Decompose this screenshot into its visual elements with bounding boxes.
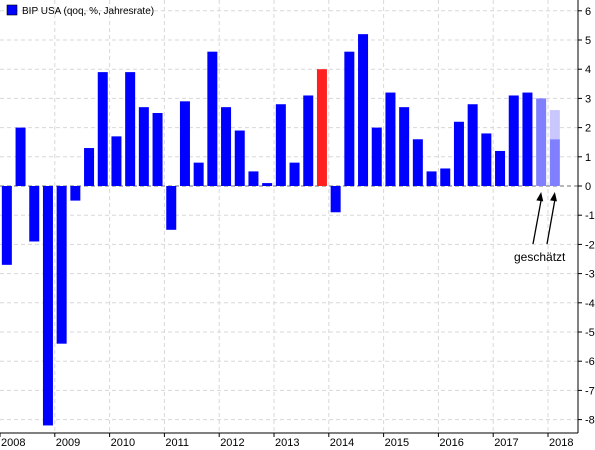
y-tick-label: -5 (585, 327, 595, 339)
bar (125, 72, 136, 186)
bar (152, 113, 163, 186)
annotation: geschätzt (514, 192, 566, 264)
y-tick-label: -4 (585, 298, 595, 310)
bar (84, 148, 95, 186)
bar (179, 101, 190, 186)
annotation-arrow (532, 199, 542, 245)
y-tick-label: -3 (585, 269, 595, 281)
x-tick-label: 2012 (220, 437, 244, 449)
bar (221, 107, 232, 186)
bar (166, 186, 177, 230)
annotation-arrowhead (550, 192, 557, 202)
bar (234, 130, 245, 186)
y-tick-label: 1 (585, 152, 591, 164)
bar (522, 92, 533, 186)
bar (97, 72, 108, 186)
annotation-label: geschätzt (514, 250, 566, 264)
bar (399, 107, 410, 186)
bar (303, 95, 314, 186)
bar (275, 104, 286, 186)
x-tick-label: 2014 (330, 437, 354, 449)
y-tick-label: -8 (585, 415, 595, 427)
y-tick-label: 2 (585, 123, 591, 135)
bar (207, 51, 218, 187)
bar (262, 183, 273, 186)
y-ticks: 6 5 4 3 2 1 0 -1 -2 -3 -4 -5 -6 -7 -8 (578, 6, 595, 427)
plot-background (0, 0, 578, 433)
bar (412, 139, 423, 186)
bar (248, 171, 259, 186)
x-tick-label: 2017 (494, 437, 518, 449)
bar (111, 136, 122, 186)
bar (289, 162, 300, 186)
y-tick-label: 5 (585, 35, 591, 47)
annotation-arrow (546, 199, 556, 245)
x-tick-label: 2009 (56, 437, 80, 449)
legend-label: BIP USA (qoq, %, Jahresrate) (22, 6, 154, 17)
x-tick-label: 2018 (549, 437, 573, 449)
x-tick-label: 2011 (165, 437, 189, 449)
bar (371, 127, 382, 186)
bar (330, 186, 341, 213)
bar (440, 168, 451, 186)
y-tick-label: 3 (585, 93, 591, 105)
bar (138, 107, 149, 186)
bar (1, 186, 12, 265)
y-tick-label: -7 (585, 385, 595, 397)
bar (508, 95, 519, 186)
bar (42, 186, 53, 426)
bar (467, 104, 478, 186)
bar (453, 121, 464, 186)
grid (0, 0, 578, 433)
bar (15, 127, 26, 186)
annotation-arrowhead (536, 192, 544, 202)
x-tick-label: 2015 (385, 437, 409, 449)
y-tick-label: -1 (585, 210, 595, 222)
y-tick-label: 6 (585, 6, 591, 18)
bar (29, 186, 40, 242)
bar (358, 34, 369, 186)
y-tick-label: -6 (585, 356, 595, 368)
bar (549, 139, 560, 186)
bars (1, 34, 560, 426)
bar-estimate-range (549, 110, 560, 140)
bar (481, 133, 492, 186)
y-tick-label: 4 (585, 64, 591, 76)
legend: BIP USA (qoq, %, Jahresrate) (6, 4, 154, 17)
x-tick-label: 2008 (1, 437, 25, 449)
bar (536, 98, 547, 186)
x-tick-label: 2016 (439, 437, 463, 449)
legend-swatch (6, 4, 18, 16)
bar (344, 51, 355, 187)
y-tick-label: 0 (585, 181, 591, 193)
x-ticks: 2008 2009 2010 2011 2012 2013 2014 2015 2016 2017… (0, 433, 573, 449)
bar (495, 150, 506, 186)
x-tick-label: 2013 (275, 437, 299, 449)
bar (316, 69, 327, 186)
bar (70, 186, 81, 201)
y-tick-label: -2 (585, 239, 595, 251)
bar (56, 186, 67, 344)
bar (385, 92, 396, 186)
x-tick-label: 2010 (111, 437, 135, 449)
bar (426, 171, 437, 186)
bar (193, 162, 204, 186)
